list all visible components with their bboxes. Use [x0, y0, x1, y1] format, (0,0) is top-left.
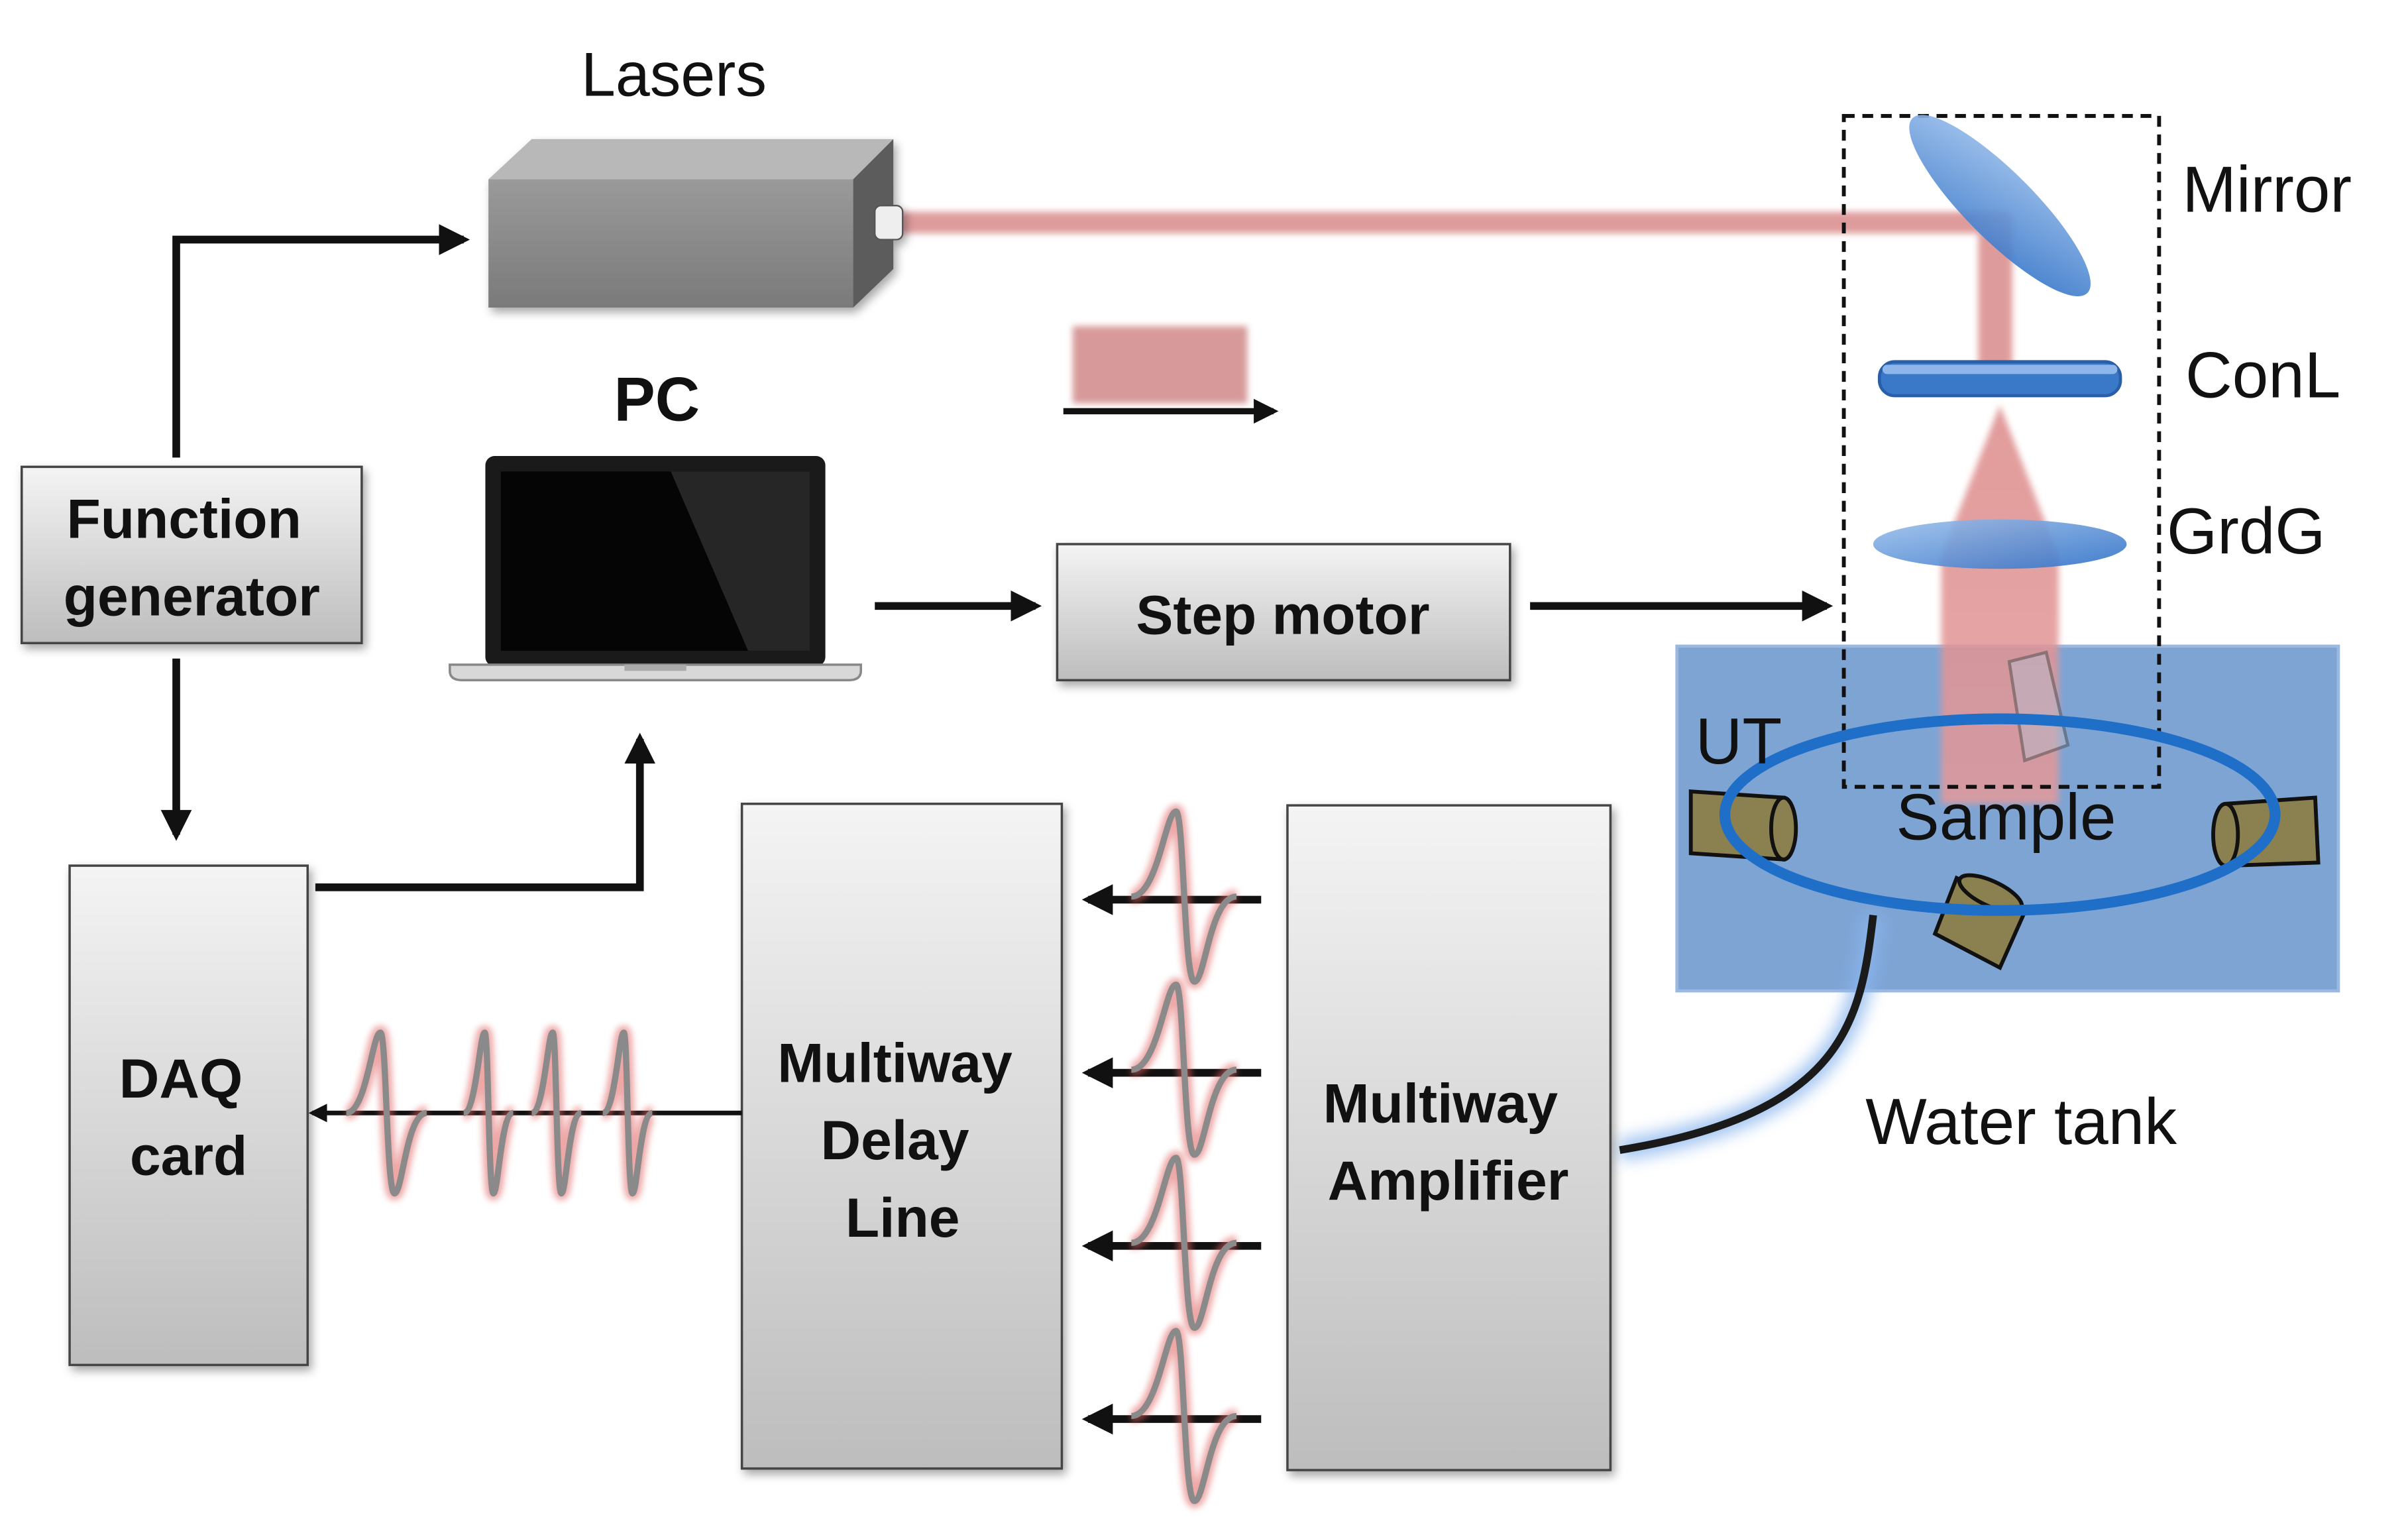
conl-lens	[1877, 360, 2122, 398]
pc-label: PC	[614, 365, 700, 433]
function-generator-line1: Function	[66, 488, 301, 550]
pa-signals	[344, 804, 1238, 1508]
delay-line-line1: Multiway	[777, 1032, 1012, 1094]
function-generator-block: Function generator	[21, 465, 363, 644]
svg-text:Multiway Delay Lin: Multiway Delay Line	[777, 1032, 1028, 1249]
delay-line-block: Multiway Delay Line	[740, 803, 1064, 1470]
daq-line2: card	[130, 1125, 247, 1187]
ut-label: UT	[1696, 705, 1782, 777]
laptop-icon	[449, 456, 862, 681]
function-generator-line2: generator	[64, 565, 320, 627]
step-motor-block: Step motor	[1056, 543, 1511, 681]
svg-text:DAQ card: DAQ card	[119, 1047, 258, 1187]
cable	[1619, 915, 1877, 1155]
channel-signal-2	[1130, 978, 1238, 1162]
delayed-signal-2	[461, 1025, 517, 1201]
delayed-signal-1	[344, 1025, 429, 1201]
channel-signal-3	[1130, 1151, 1238, 1335]
sample-label: Sample	[1896, 780, 2116, 853]
delayed-signal-4	[599, 1025, 656, 1201]
delay-line-line3: Line	[846, 1186, 960, 1249]
amplifier-line2: Amplifier	[1328, 1149, 1569, 1212]
step-motor-label: Step motor	[1136, 583, 1429, 646]
daq-line1: DAQ	[119, 1047, 243, 1109]
translation-indicator	[1072, 326, 1248, 404]
transducer-ring	[1719, 713, 2281, 916]
channel-signal-4	[1130, 1324, 1238, 1508]
amplifier-block: Multiway Amplifier	[1286, 804, 1612, 1471]
lasers-label: Lasers	[581, 40, 767, 109]
optics-frame	[1841, 114, 2162, 789]
sample-holder	[2007, 650, 2070, 763]
grdg-lens	[1873, 519, 2127, 569]
amplifier-line1: Multiway	[1323, 1072, 1559, 1134]
channel-signal-1	[1130, 804, 1238, 989]
transducer-bottom	[1932, 873, 2028, 971]
water-tank-label: Water tank	[1865, 1085, 2177, 1158]
delayed-signal-3	[528, 1025, 584, 1201]
laser-source	[488, 139, 904, 308]
mirror	[1909, 115, 2091, 297]
arrow-fg-to-laser	[172, 224, 470, 458]
grdg-label: GrdG	[2167, 494, 2325, 567]
daq-card-block: DAQ card	[68, 864, 309, 1367]
arrow-daq-to-pc	[315, 732, 656, 891]
conl-label: ConL	[2185, 338, 2340, 411]
mirror-label: Mirror	[2182, 153, 2352, 226]
svg-text:Multiway Amplifier: Multiway Amplifier	[1323, 1072, 1574, 1212]
transducer-left	[1688, 789, 1798, 862]
delay-line-line2: Delay	[821, 1109, 969, 1171]
svg-text:Function generator: Function generator	[64, 488, 320, 628]
